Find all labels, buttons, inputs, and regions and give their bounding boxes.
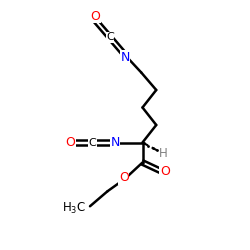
Text: O: O: [119, 171, 129, 184]
Text: O: O: [65, 136, 75, 149]
Text: H: H: [160, 147, 168, 160]
Text: N: N: [120, 51, 130, 64]
Text: C: C: [88, 138, 96, 147]
Text: O: O: [90, 10, 100, 23]
Text: C: C: [106, 32, 114, 42]
Text: H$_3$C: H$_3$C: [62, 201, 86, 216]
Text: O: O: [160, 165, 170, 178]
Text: N: N: [110, 136, 120, 149]
